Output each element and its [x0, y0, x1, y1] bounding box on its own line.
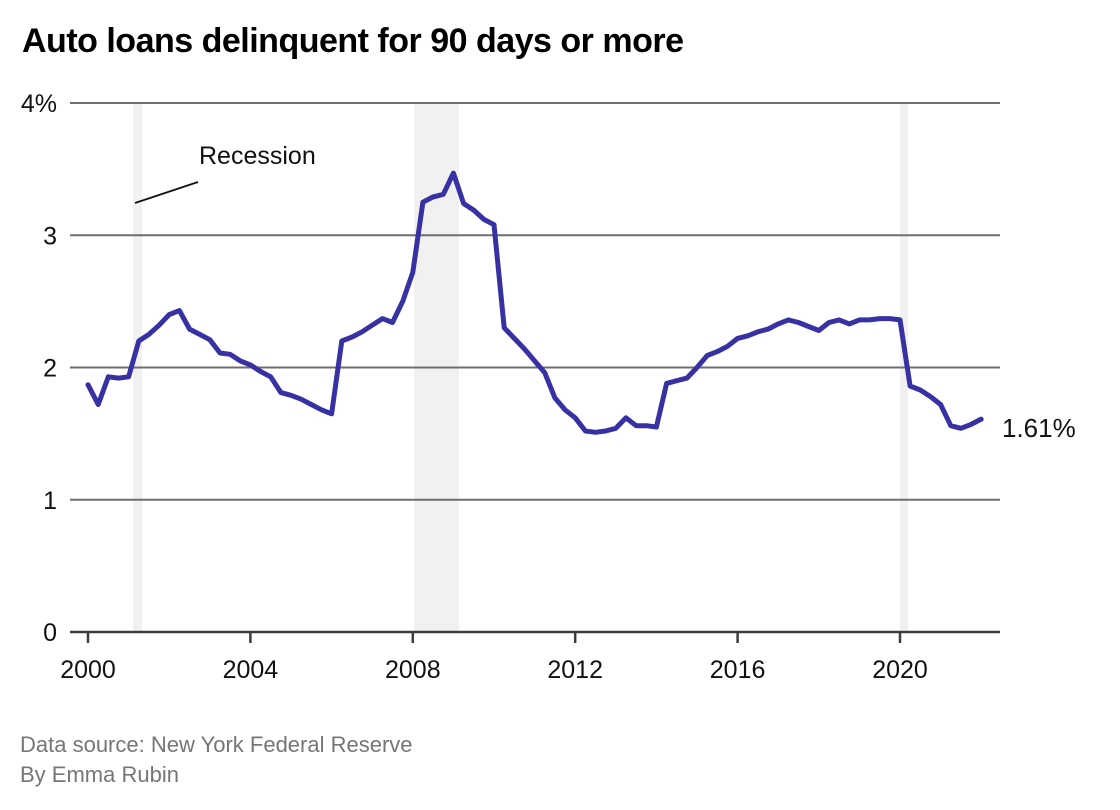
y-tick-label: 1 [43, 487, 57, 515]
y-tick-label: 3 [43, 222, 57, 250]
chart-title: Auto loans delinquent for 90 days or mor… [22, 22, 684, 60]
recession-annotation-label: Recession [199, 142, 316, 170]
chart-footer: Data source: New York Federal Reserve By… [20, 730, 413, 790]
data-source-text: Data source: New York Federal Reserve [20, 732, 413, 757]
byline-text: By Emma Rubin [20, 762, 179, 787]
x-tick-label: 2000 [60, 656, 116, 684]
x-tick-label: 2012 [547, 656, 603, 684]
y-tick-label: 4% [21, 90, 57, 118]
x-tick-label: 2008 [385, 656, 441, 684]
x-tick-label: 2016 [710, 656, 766, 684]
last-value-label: 1.61% [1002, 413, 1076, 443]
x-tick-label: 2020 [872, 656, 928, 684]
delinquency-line [85, 170, 984, 435]
y-tick-label: 0 [43, 619, 57, 647]
x-tick-label: 2004 [223, 656, 279, 684]
y-tick-label: 2 [43, 355, 57, 383]
annotation-pointer-line [134, 181, 199, 204]
